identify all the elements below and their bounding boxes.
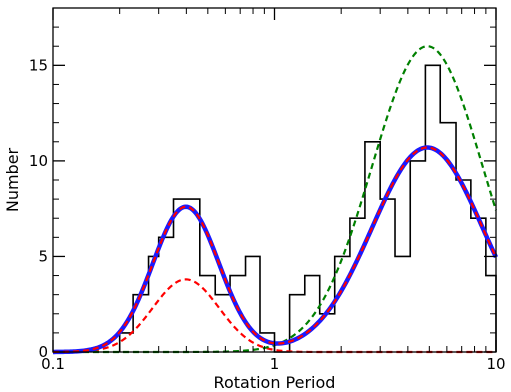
x-axis-label: Rotation Period (214, 373, 336, 392)
plot-data (52, 45, 499, 355)
series-curve-1 (53, 45, 498, 354)
x-tick-label: 10 (486, 355, 505, 373)
axis-ticks: 0.1 1 10 0 5 10 15 (29, 8, 506, 373)
y-tick-label: 15 (29, 56, 48, 74)
plot-frame (52, 7, 497, 353)
series-curve-3 (52, 146, 497, 354)
histogram (118, 64, 497, 353)
y-tick-label: 0 (38, 343, 48, 361)
x-tick-label: 1 (270, 355, 280, 373)
y-axis-label: Number (3, 147, 22, 212)
y-tick-label: 10 (29, 152, 48, 170)
y-tick-label: 5 (38, 247, 48, 265)
series-curve-2 (52, 145, 499, 355)
x-tick-label: 0.1 (41, 355, 65, 373)
